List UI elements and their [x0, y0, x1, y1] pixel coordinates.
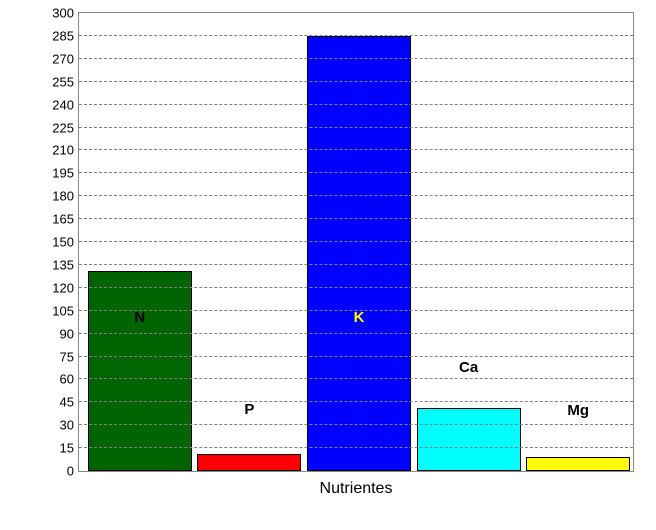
- ytick-label: 15: [34, 441, 74, 456]
- grid-line: [79, 310, 633, 311]
- grid-line: [79, 333, 633, 334]
- ytick-label: 195: [34, 166, 74, 181]
- ytick-label: 0: [34, 464, 74, 479]
- grid-line: [79, 424, 633, 425]
- grid-line: [79, 104, 633, 105]
- bar-k: [307, 36, 411, 471]
- ytick-label: 225: [34, 120, 74, 135]
- chart-container: Quantidade na MS (kg/ha) NPKCaMg 0153045…: [0, 0, 656, 530]
- ytick-label: 75: [34, 349, 74, 364]
- ytick-label: 285: [34, 28, 74, 43]
- grid-line: [79, 356, 633, 357]
- ytick-label: 135: [34, 257, 74, 272]
- grid-line: [79, 81, 633, 82]
- grid-line: [79, 287, 633, 288]
- ytick-label: 60: [34, 372, 74, 387]
- ytick-label: 30: [34, 418, 74, 433]
- ytick-label: 45: [34, 395, 74, 410]
- grid-line: [79, 218, 633, 219]
- ytick-label: 255: [34, 74, 74, 89]
- grid-line: [79, 401, 633, 402]
- ytick-label: 90: [34, 326, 74, 341]
- grid-line: [79, 241, 633, 242]
- bar-ca: [417, 408, 521, 471]
- bar-n: [88, 271, 192, 471]
- grid-line: [79, 172, 633, 173]
- grid-line: [79, 58, 633, 59]
- plot-area: NPKCaMg: [78, 12, 634, 472]
- grid-line: [79, 264, 633, 265]
- ytick-label: 150: [34, 235, 74, 250]
- grid-line: [79, 195, 633, 196]
- grid-line: [79, 35, 633, 36]
- grid-line: [79, 127, 633, 128]
- ytick-label: 180: [34, 189, 74, 204]
- ytick-label: 105: [34, 303, 74, 318]
- bar-p: [197, 454, 301, 471]
- x-axis-label: Nutrientes: [78, 480, 634, 498]
- bar-label-ca: Ca: [459, 359, 478, 376]
- grid-line: [79, 447, 633, 448]
- ytick-label: 270: [34, 51, 74, 66]
- ytick-label: 120: [34, 280, 74, 295]
- ytick-label: 300: [34, 6, 74, 21]
- ytick-label: 240: [34, 97, 74, 112]
- ytick-label: 165: [34, 212, 74, 227]
- bar-mg: [526, 457, 630, 471]
- grid-line: [79, 149, 633, 150]
- ytick-label: 210: [34, 143, 74, 158]
- bar-label-mg: Mg: [567, 402, 589, 419]
- bar-label-p: P: [244, 401, 254, 418]
- grid-line: [79, 378, 633, 379]
